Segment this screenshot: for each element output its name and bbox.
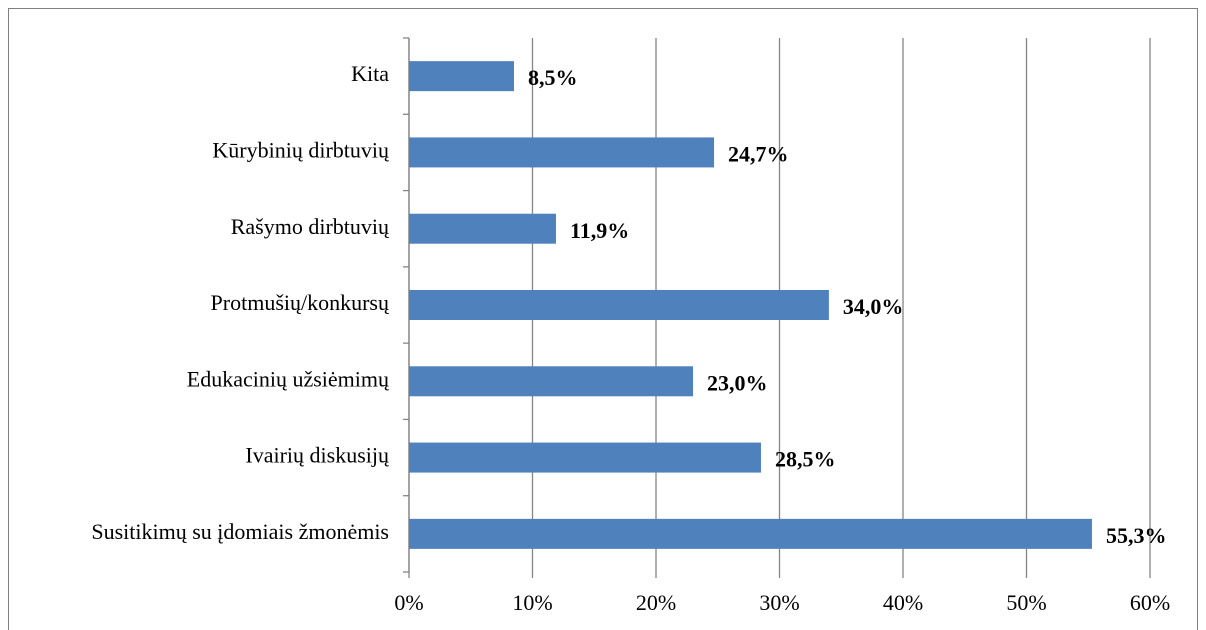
x-tick-label: 30%	[759, 590, 799, 615]
data-label: 28,5%	[775, 447, 836, 472]
bar	[409, 61, 514, 92]
y-tick-label: Ivairių diskusijų	[245, 443, 390, 468]
x-tick-label: 10%	[512, 590, 552, 615]
bar	[409, 442, 761, 473]
data-label: 8,5%	[528, 65, 578, 90]
y-tick-label: Protmušių/konkursų	[211, 290, 390, 315]
x-tick-label: 50%	[1006, 590, 1046, 615]
chart-frame	[8, 8, 1198, 630]
y-tick-label: Edukacinių užsiėmimų	[187, 366, 390, 391]
x-tick-label: 20%	[636, 590, 676, 615]
data-label: 24,7%	[728, 141, 789, 166]
x-tick-label: 40%	[883, 590, 923, 615]
bar	[409, 290, 829, 320]
data-label: 11,9%	[570, 218, 629, 243]
data-label: 23,0%	[707, 370, 768, 395]
bar	[409, 137, 715, 168]
y-tick-label: Kita	[351, 61, 389, 86]
x-tick-label: 0%	[394, 590, 423, 615]
bar	[409, 213, 556, 244]
data-label: 34,0%	[843, 294, 904, 319]
bar	[409, 366, 694, 397]
bar	[409, 518, 1092, 549]
y-tick-label: Susitikimų su įdomiais žmonėmis	[91, 519, 389, 544]
data-label: 55,3%	[1106, 523, 1167, 548]
y-tick-label: Rašymo dirbtuvių	[231, 214, 390, 239]
y-tick-label: Kūrybinių dirbtuvių	[212, 137, 390, 162]
x-tick-label: 60%	[1130, 590, 1170, 615]
